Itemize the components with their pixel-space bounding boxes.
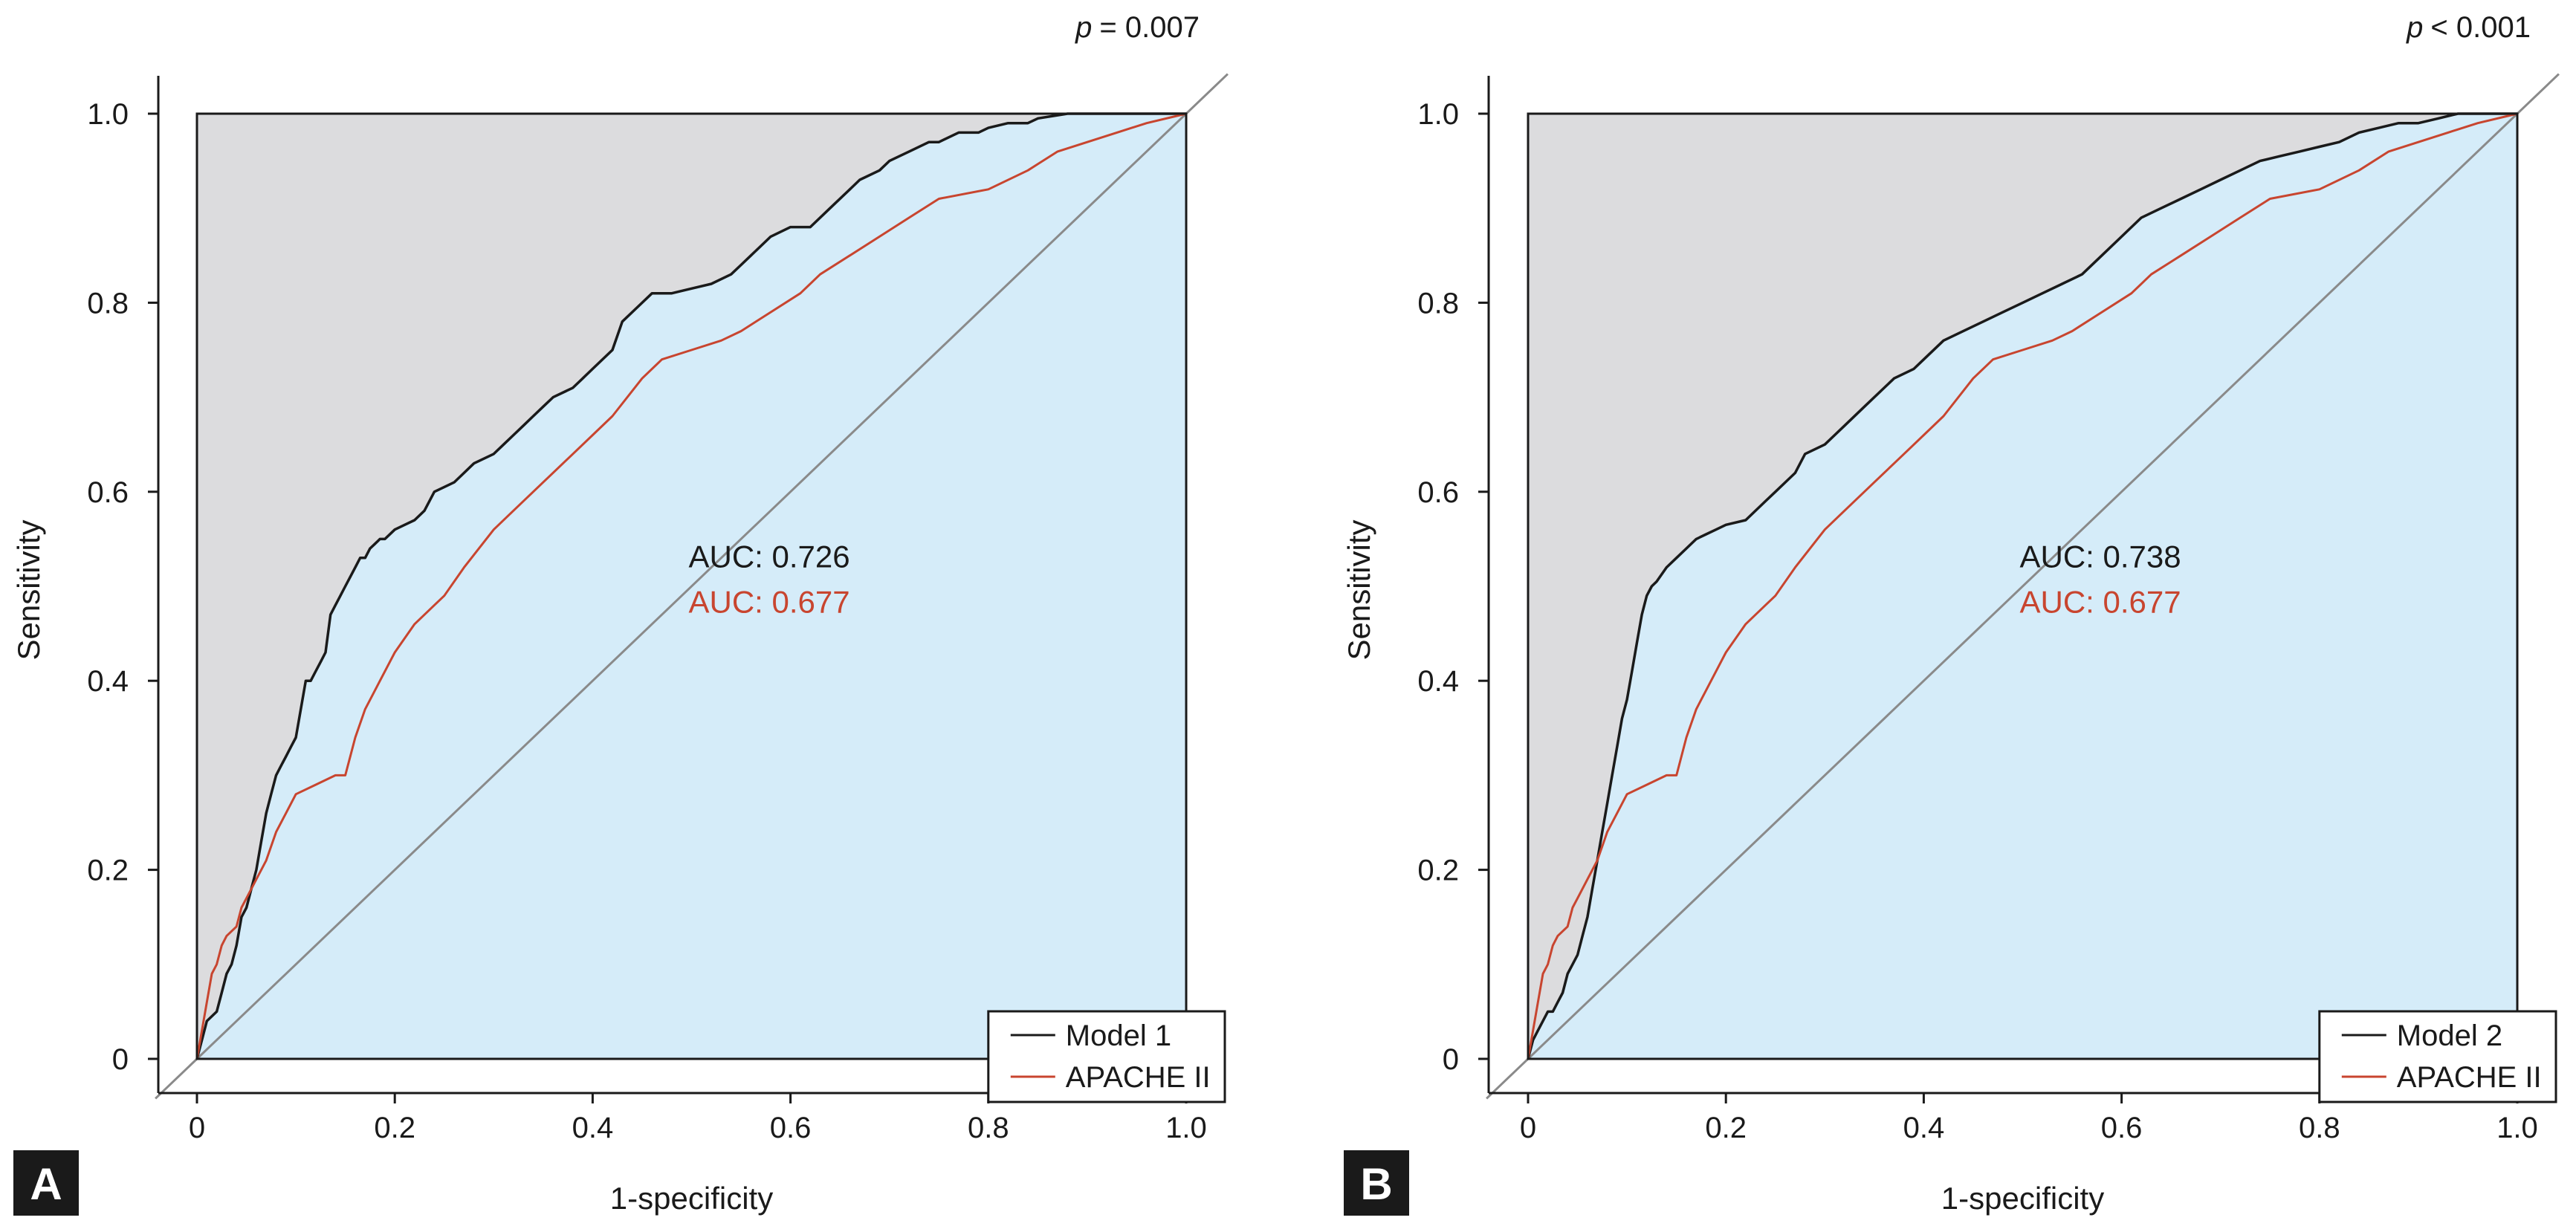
reference-diagonal (1486, 73, 2560, 1100)
y-tick-label: 0.4 (87, 665, 129, 698)
x-tick-label: 0 (189, 1112, 205, 1144)
y-tick-label: 0.8 (1417, 287, 1459, 320)
y-axis-label: Sensitivity (1342, 519, 1376, 660)
axes: 0 0 0.2 0.2 0.4 0.4 0.6 0.6 0.8 0.8 1.0 1.0 (1417, 76, 2557, 1144)
y-tick-label: 0 (112, 1043, 129, 1076)
apache-roc-line (1527, 112, 2518, 1060)
y-tick-label: 0.6 (87, 476, 129, 509)
x-tick-label: 0.6 (2101, 1112, 2143, 1144)
y-tick-label: 0.4 (1417, 665, 1459, 698)
y-axis-label: Sensitivity (11, 519, 46, 660)
p-value: < 0.001 (2430, 11, 2531, 44)
x-tick-label: 0.8 (2299, 1112, 2340, 1144)
panel-letter: A (30, 1159, 62, 1209)
axes: 0 0 0.2 0.2 0.4 0.4 0.6 0.6 0.8 0.8 1.0 1.0 (87, 76, 1226, 1144)
panel-letter-bg (13, 1150, 79, 1216)
x-tick-label: 0 (1520, 1112, 1536, 1144)
panel-b: 0 0 0.2 0.2 0.4 0.4 0.6 0.6 0.8 0.8 1.0 1.0 p < 0.00… (1342, 11, 2560, 1216)
x-tick-label: 0.4 (1903, 1112, 1945, 1144)
panel-letter: B (1360, 1159, 1392, 1209)
x-tick-label: 0.2 (1705, 1112, 1747, 1144)
auc-model-label: AUC: 0.726 (689, 539, 850, 574)
legend: Model 1 APACHE II (987, 1010, 1226, 1103)
y-tick-label: 0.2 (87, 855, 129, 887)
legend: Model 2 APACHE II (2318, 1010, 2557, 1103)
apache-roc-line (195, 112, 1187, 1060)
legend-label-apache: APACHE II (2397, 1061, 2542, 1094)
model-roc-line (195, 112, 1186, 1060)
p-value-label: p < 0.001 (2406, 11, 2531, 44)
legend-box (987, 1010, 1226, 1103)
auc-apache-label: AUC: 0.677 (689, 585, 850, 620)
panel-a: 0 0 0.2 0.2 0.4 0.4 0.6 0.6 0.8 0.8 1.0 1.0 p = 0.00… (11, 11, 1229, 1216)
legend-label-model: Model 1 (1066, 1019, 1171, 1052)
auc-apache-label: AUC: 0.677 (2020, 585, 2181, 620)
x-tick-label: 0.4 (572, 1112, 614, 1144)
model-roc-line (1527, 112, 2517, 1060)
y-tick-label: 0.8 (87, 287, 129, 320)
p-value: = 0.007 (1099, 11, 1200, 44)
x-tick-label: 1.0 (1165, 1112, 1207, 1144)
legend-box (2318, 1010, 2557, 1103)
y-tick-label: 0.6 (1417, 476, 1459, 509)
x-tick-label: 0.8 (968, 1112, 1009, 1144)
x-tick-label: 0.6 (770, 1112, 812, 1144)
y-tick-label: 0.2 (1417, 855, 1459, 887)
x-tick-label: 0.2 (374, 1112, 415, 1144)
p-symbol: p (2406, 11, 2423, 44)
auc-model-label: AUC: 0.738 (2020, 539, 2181, 574)
x-tick-label: 1.0 (2496, 1112, 2538, 1144)
reference-diagonal (155, 73, 1229, 1100)
panel-letter-badge: B (1344, 1150, 1409, 1216)
plot-frame (195, 112, 1188, 1060)
p-value-label: p = 0.007 (1075, 11, 1200, 44)
y-tick-label: 1.0 (1417, 98, 1459, 131)
panel-letter-bg (1344, 1150, 1409, 1216)
plot-frame (1527, 112, 2519, 1060)
y-tick-label: 1.0 (87, 98, 129, 131)
y-tick-label: 0 (1443, 1043, 1459, 1076)
x-axis-label: 1-specificity (1941, 1181, 2104, 1216)
x-axis-label: 1-specificity (610, 1181, 773, 1216)
p-symbol: p (1075, 11, 1092, 44)
legend-label-model: Model 2 (2397, 1019, 2502, 1052)
legend-label-apache: APACHE II (1066, 1061, 1211, 1094)
panel-letter-badge: A (13, 1150, 79, 1216)
